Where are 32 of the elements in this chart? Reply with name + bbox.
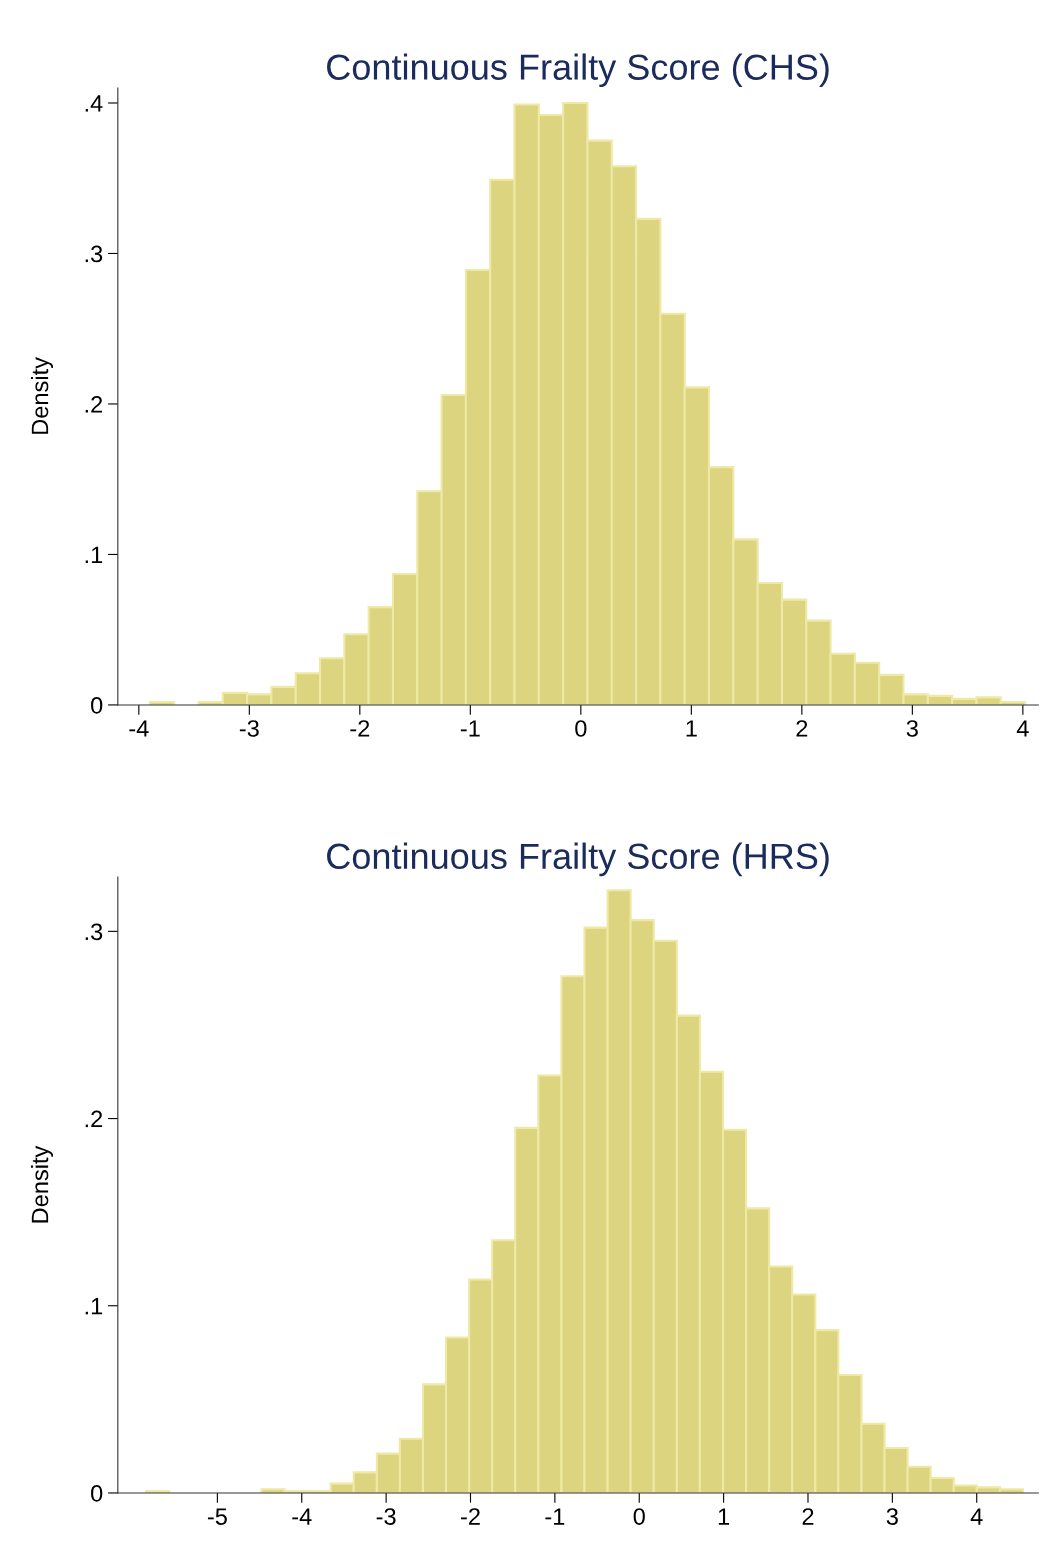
chart-title: Continuous Frailty Score (HRS) <box>327 842 829 877</box>
x-tick-label: 4 <box>970 1508 983 1525</box>
x-tick-label: -2 <box>461 1508 480 1525</box>
chart-title: Continuous Frailty Score (CHS) <box>327 53 829 88</box>
y-tick-label: .3 <box>85 923 103 941</box>
x-tick-label: 3 <box>906 720 918 737</box>
y-tick-label: 0 <box>91 1485 103 1502</box>
x-tick-label: -4 <box>129 720 149 737</box>
y-tick-label: .2 <box>85 396 103 413</box>
x-tick-label: -1 <box>460 720 480 737</box>
y-tick-label: .2 <box>85 1110 103 1128</box>
x-tick-label: -2 <box>350 720 370 737</box>
y-axis-title: Density <box>30 357 53 434</box>
x-tick-label: 4 <box>1016 720 1029 737</box>
y-tick-label: 0 <box>91 697 103 714</box>
x-tick-label: 0 <box>633 1508 645 1525</box>
x-tick-label: 0 <box>575 720 587 737</box>
y-axis-title: Density <box>30 1145 53 1223</box>
x-tick-label: -1 <box>545 1508 565 1525</box>
y-tick-label: .1 <box>85 546 103 563</box>
x-tick-label: -4 <box>292 1508 312 1525</box>
x-tick-label: 1 <box>686 720 697 737</box>
y-tick-label: .3 <box>85 245 103 263</box>
x-tick-label: 2 <box>796 720 808 737</box>
y-tick-label: .1 <box>85 1298 103 1315</box>
x-tick-label: -3 <box>239 720 259 737</box>
x-tick-label: 2 <box>802 1508 814 1525</box>
x-tick-label: 1 <box>718 1508 730 1525</box>
x-tick-label: -5 <box>207 1508 227 1525</box>
y-tick-label: .4 <box>85 95 103 112</box>
x-tick-label: 3 <box>886 1508 898 1525</box>
x-tick-label: -3 <box>376 1508 396 1525</box>
